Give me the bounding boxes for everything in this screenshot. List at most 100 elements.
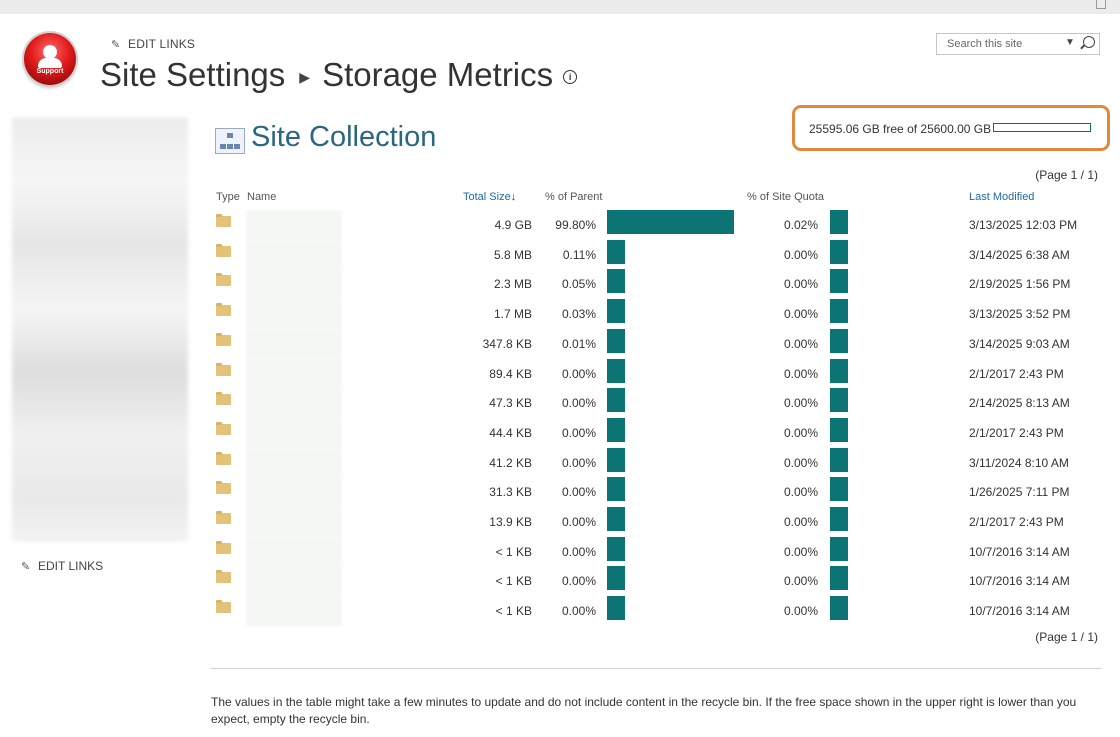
last-modified-cell: 2/1/2017 2:43 PM: [969, 367, 1064, 381]
pct-parent-cell: 0.00%: [561, 396, 596, 410]
name-cell-blurred[interactable]: [246, 537, 342, 567]
pct-quota-bar: [830, 240, 848, 264]
total-size-cell: < 1 KB: [495, 545, 532, 559]
total-size-cell: 41.2 KB: [489, 456, 532, 470]
storage-quota-panel: 25595.06 GB free of 25600.00 GB: [792, 105, 1110, 151]
pct-quota-cell: 0.00%: [783, 456, 818, 470]
name-cell-blurred[interactable]: [246, 299, 342, 329]
info-icon[interactable]: i: [563, 70, 578, 85]
name-cell-blurred[interactable]: [246, 418, 342, 448]
col-header-total-size[interactable]: Total Size↓: [463, 191, 516, 203]
pct-parent-cell: 0.03%: [561, 307, 596, 321]
pct-parent-bar: [607, 269, 625, 293]
table-row[interactable]: 1.7 MB 0.03% 0.00% 3/13/2025 3:52 PM: [0, 299, 1120, 329]
name-cell-blurred[interactable]: [246, 359, 342, 389]
total-size-cell: 2.3 MB: [493, 277, 532, 291]
name-cell-blurred[interactable]: [246, 596, 342, 626]
pct-parent-bar: [607, 566, 625, 590]
pct-quota-cell: 0.00%: [783, 485, 818, 499]
pct-quota-cell: 0.00%: [783, 574, 818, 588]
name-cell-blurred[interactable]: [246, 388, 342, 418]
paging-bottom: (Page 1 / 1): [1035, 630, 1098, 644]
last-modified-cell: 2/1/2017 2:43 PM: [969, 426, 1064, 440]
last-modified-cell: 3/13/2025 3:52 PM: [969, 307, 1071, 321]
pct-parent-bar: [607, 299, 625, 323]
name-cell-blurred[interactable]: [246, 269, 342, 299]
edit-links-label: EDIT LINKS: [128, 37, 196, 51]
table-row[interactable]: < 1 KB 0.00% 0.00% 10/7/2016 3:14 AM: [0, 537, 1120, 567]
pct-parent-bar: [607, 210, 734, 234]
pct-quota-bar: [830, 329, 848, 353]
table-row[interactable]: 31.3 KB 0.00% 0.00% 1/26/2025 7:11 PM: [0, 477, 1120, 507]
pct-parent-bar: [607, 477, 625, 501]
pct-quota-cell: 0.00%: [783, 396, 818, 410]
pct-quota-bar: [830, 448, 848, 472]
pct-parent-cell: 99.80%: [555, 218, 596, 232]
name-cell-blurred[interactable]: [246, 210, 342, 240]
name-cell-blurred[interactable]: [246, 507, 342, 537]
breadcrumb-separator-icon: ▶: [299, 68, 311, 85]
total-size-cell: 47.3 KB: [489, 396, 532, 410]
last-modified-cell: 3/14/2025 6:38 AM: [969, 248, 1070, 262]
window-top-strip: [0, 0, 1120, 14]
last-modified-cell: 3/13/2025 12:03 PM: [969, 218, 1078, 232]
edit-links-top[interactable]: ✎ EDIT LINKS: [111, 37, 195, 51]
pct-quota-cell: 0.02%: [783, 218, 818, 232]
search-input[interactable]: [945, 37, 1059, 51]
table-row[interactable]: 347.8 KB 0.01% 0.00% 3/14/2025 9:03 AM: [0, 329, 1120, 359]
search-icon[interactable]: [1083, 36, 1095, 48]
page-title: Storage Metrics: [322, 56, 554, 93]
folder-icon: [216, 392, 231, 405]
pct-quota-bar: [830, 596, 848, 620]
pct-quota-cell: 0.00%: [783, 307, 818, 321]
focus-mode-icon[interactable]: [1096, 0, 1106, 9]
pct-parent-cell: 0.00%: [561, 545, 596, 559]
sort-down-icon: ↓: [510, 191, 517, 203]
name-cell-blurred[interactable]: [246, 448, 342, 478]
table-row[interactable]: 13.9 KB 0.00% 0.00% 2/1/2017 2:43 PM: [0, 507, 1120, 537]
col-header-pct-parent[interactable]: % of Parent: [545, 191, 603, 203]
total-size-cell: 89.4 KB: [489, 367, 532, 381]
pct-parent-cell: 0.05%: [561, 277, 596, 291]
last-modified-cell: 3/11/2024 8:10 AM: [969, 456, 1069, 470]
pct-quota-cell: 0.00%: [783, 248, 818, 262]
col-header-name[interactable]: Name: [247, 191, 277, 203]
name-cell-blurred[interactable]: [246, 329, 342, 359]
col-header-last-modified[interactable]: Last Modified: [969, 191, 1035, 203]
table-row[interactable]: 47.3 KB 0.00% 0.00% 2/14/2025 8:13 AM: [0, 388, 1120, 418]
dropdown-icon[interactable]: ▼: [1065, 37, 1075, 48]
folder-icon: [216, 541, 231, 554]
pct-parent-bar: [607, 507, 625, 531]
table-row[interactable]: 44.4 KB 0.00% 0.00% 2/1/2017 2:43 PM: [0, 418, 1120, 448]
folder-icon: [216, 452, 231, 465]
table-row[interactable]: 89.4 KB 0.00% 0.00% 2/1/2017 2:43 PM: [0, 359, 1120, 389]
last-modified-cell: 2/14/2025 8:13 AM: [969, 396, 1070, 410]
table-row[interactable]: 2.3 MB 0.05% 0.00% 2/19/2025 1:56 PM: [0, 269, 1120, 299]
pct-quota-cell: 0.00%: [783, 604, 818, 618]
total-size-cell: 1.7 MB: [493, 307, 532, 321]
pct-parent-cell: 0.00%: [561, 515, 596, 529]
pct-quota-bar: [830, 269, 848, 293]
table-row[interactable]: 5.8 MB 0.11% 0.00% 3/14/2025 6:38 AM: [0, 240, 1120, 270]
table-row[interactable]: 4.9 GB 99.80% 0.02% 3/13/2025 12:03 PM: [0, 210, 1120, 240]
table-row[interactable]: < 1 KB 0.00% 0.00% 10/7/2016 3:14 AM: [0, 596, 1120, 626]
name-cell-blurred[interactable]: [246, 240, 342, 270]
col-header-pct-quota[interactable]: % of Site Quota: [747, 191, 825, 203]
name-cell-blurred[interactable]: [246, 566, 342, 596]
pct-parent-bar: [607, 596, 625, 620]
breadcrumb-site-settings[interactable]: Site Settings: [100, 56, 286, 93]
table-row[interactable]: < 1 KB 0.00% 0.00% 10/7/2016 3:14 AM: [0, 566, 1120, 596]
pct-parent-bar: [607, 359, 625, 383]
site-logo[interactable]: Support: [24, 33, 76, 85]
edit-links-nav[interactable]: ✎ EDIT LINKS: [21, 559, 103, 573]
folder-icon: [216, 244, 231, 257]
pct-quota-cell: 0.00%: [783, 515, 818, 529]
total-size-cell: < 1 KB: [495, 604, 532, 618]
folder-icon: [216, 303, 231, 316]
pct-parent-cell: 0.00%: [561, 574, 596, 588]
table-row[interactable]: 41.2 KB 0.00% 0.00% 3/11/2024 8:10 AM: [0, 448, 1120, 478]
name-cell-blurred[interactable]: [246, 477, 342, 507]
pct-quota-bar: [830, 388, 848, 412]
search-box: ▼: [936, 33, 1100, 55]
pct-parent-cell: 0.11%: [562, 248, 596, 262]
